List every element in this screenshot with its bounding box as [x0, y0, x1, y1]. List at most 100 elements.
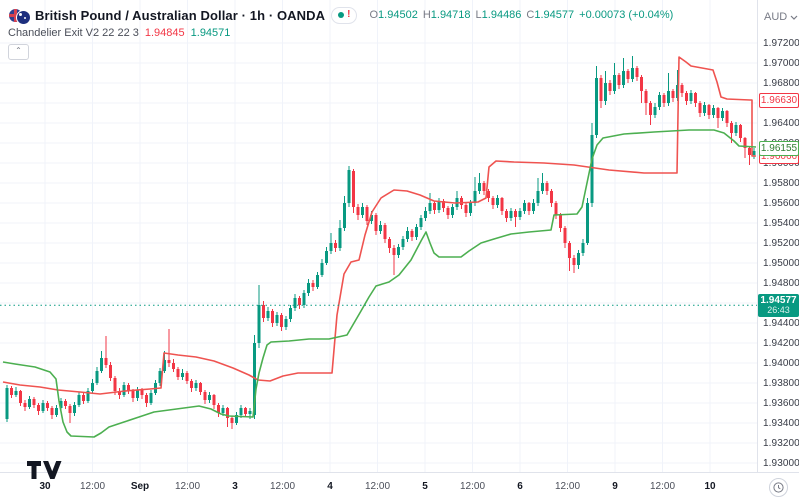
candle-body — [536, 191, 540, 203]
symbol-title[interactable]: British Pound / Australian Dollar · 1h ·… — [35, 7, 326, 23]
candle-body — [68, 406, 72, 413]
candle-body — [662, 95, 666, 103]
candle-body — [271, 311, 274, 323]
market-status-pill[interactable]: ! — [331, 6, 358, 24]
candle-body — [446, 208, 450, 215]
time-tick: 12:00 — [269, 481, 296, 492]
candle-body — [163, 360, 166, 371]
candle-body — [217, 405, 220, 413]
candle-body — [509, 211, 513, 218]
candle-body — [140, 390, 144, 395]
last-price-label: 1.94577 26:43 — [758, 294, 799, 318]
indicator-value-long-stop: 1.94571 — [190, 27, 231, 39]
candle-body — [248, 411, 252, 414]
candle-body — [325, 251, 328, 263]
candle-body — [725, 111, 729, 123]
time-axis[interactable]: 30 12:00 Sep 12:00 3 12:00 4 12:00 5 12:00 6 12:00 9… — [0, 472, 799, 502]
candle-body — [667, 91, 670, 103]
candle-body — [158, 371, 162, 383]
candle-body — [428, 203, 432, 211]
candle-body — [221, 408, 225, 413]
candle-body — [293, 298, 297, 308]
candle-body — [464, 205, 468, 213]
chevron-down-icon — [790, 15, 798, 20]
candle-body — [685, 93, 688, 101]
candle-body — [586, 203, 589, 243]
price-axis[interactable]: AUD 1.972001.970001.968001.966001.964001… — [757, 0, 799, 472]
timezone-clock-button[interactable] — [769, 478, 788, 497]
candle-body — [401, 239, 405, 247]
candle-body — [752, 151, 756, 155]
candle-body — [370, 215, 373, 221]
candle-body — [203, 392, 207, 400]
candle-body — [631, 68, 634, 79]
candle-body — [451, 207, 454, 215]
low-value: 1.94486 — [481, 9, 522, 21]
candle-body — [644, 91, 648, 103]
candle-body — [676, 85, 679, 98]
candle-body — [532, 203, 535, 211]
candle-body — [257, 305, 261, 343]
legend-collapse-button[interactable]: ⌃ — [8, 44, 29, 60]
candle-body — [23, 403, 27, 407]
candle-body — [433, 203, 436, 210]
candle-body — [118, 391, 121, 395]
candle-body — [505, 211, 508, 218]
candle-body — [343, 203, 346, 228]
candle-body — [635, 68, 639, 77]
candle-body — [59, 401, 63, 408]
candle-body — [19, 391, 22, 403]
candle-body — [712, 108, 715, 115]
time-tick: 6 — [517, 481, 523, 492]
candle-body — [388, 239, 391, 248]
low-label: L — [475, 9, 482, 21]
candle-body — [361, 207, 364, 215]
candle-body — [64, 401, 67, 406]
candle-body — [653, 107, 657, 115]
time-tick: 3 — [232, 481, 238, 492]
last-price-value: 1.94577 — [760, 295, 797, 307]
candle-body — [541, 183, 544, 191]
candle-body — [10, 388, 13, 395]
price-tick: 1.97200 — [763, 38, 799, 49]
candle-body — [311, 283, 315, 287]
candle-body — [424, 211, 427, 218]
candle-body — [82, 395, 85, 401]
currency-pair-flags-icon — [8, 7, 31, 25]
chart-plot-area[interactable]: British Pound / Australian Dollar · 1h ·… — [0, 0, 757, 479]
candle-body — [554, 203, 558, 215]
candle-body — [316, 275, 319, 287]
axis-currency-selector[interactable]: AUD — [764, 11, 798, 23]
candle-body — [185, 373, 189, 381]
candle-body — [275, 315, 279, 323]
candle-body — [347, 170, 351, 203]
candle-body — [689, 93, 693, 101]
candle-body — [617, 75, 621, 85]
candle-body — [280, 315, 283, 327]
candle-body — [748, 148, 751, 155]
candle-body — [721, 111, 724, 118]
indicator-row: Chandelier Exit V2 22 22 3 1.94845 1.945… — [8, 25, 673, 41]
open-value: 1.94502 — [378, 9, 418, 21]
market-open-dot-icon — [338, 12, 345, 18]
candle-body — [365, 207, 369, 221]
time-tick: 9 — [612, 481, 618, 492]
candle-body — [352, 171, 355, 207]
candle-body — [658, 95, 661, 107]
candle-body — [50, 408, 54, 415]
candle-body — [329, 243, 333, 251]
candle-body — [739, 125, 742, 138]
open-label: O — [369, 9, 379, 21]
candle-body — [122, 385, 126, 395]
candle-body — [127, 385, 130, 391]
candle-body — [460, 198, 463, 205]
candle-body — [518, 211, 522, 217]
tradingview-logo-icon[interactable] — [27, 461, 65, 485]
candlestick-chart[interactable] — [0, 0, 757, 472]
candle-body — [545, 183, 549, 191]
price-tick: 1.94000 — [763, 358, 799, 369]
time-tick: 12:00 — [79, 481, 106, 492]
candle-body — [743, 138, 747, 148]
indicator-title[interactable]: Chandelier Exit V2 22 22 3 — [8, 27, 139, 39]
candle-body — [572, 258, 576, 265]
